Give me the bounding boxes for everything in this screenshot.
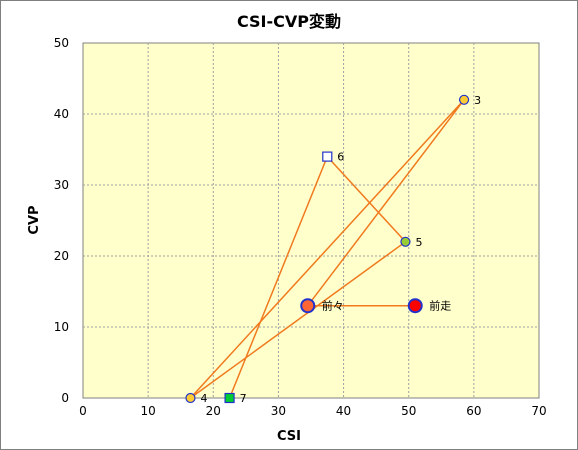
point-marker — [458, 94, 470, 105]
x-tick-label: 30 — [271, 404, 286, 418]
point-marker — [185, 392, 196, 404]
point-marker — [224, 392, 235, 404]
point-marker — [322, 151, 333, 162]
x-tick-label: 50 — [401, 404, 416, 418]
y-axis-title: CVP — [27, 205, 42, 234]
point-label: 前々 — [322, 299, 344, 313]
x-tick-label: 70 — [531, 404, 546, 418]
y-tick-label: 50 — [54, 36, 69, 50]
y-tick-label: 10 — [54, 320, 69, 334]
x-tick-label: 20 — [206, 404, 221, 418]
x-tick-label: 60 — [466, 404, 481, 418]
plot-area — [82, 42, 540, 399]
point-label: 6 — [337, 151, 344, 164]
x-tick-label: 40 — [336, 404, 351, 418]
point-label: 前走 — [429, 299, 451, 313]
point-label: 4 — [200, 392, 207, 405]
plot-background — [82, 42, 540, 399]
point-label: 3 — [474, 94, 481, 107]
point-marker — [407, 298, 423, 314]
axis-ticks: 0 10 20 30 40 50 60 70 0 10 20 30 40 50 — [54, 36, 547, 418]
y-tick-label: 40 — [54, 107, 69, 121]
point-label: 7 — [240, 392, 247, 405]
y-tick-label: 0 — [61, 391, 69, 405]
y-tick-label: 20 — [54, 249, 69, 263]
point-label: 5 — [415, 236, 422, 249]
point-marker — [300, 298, 316, 314]
x-axis-title: CSI — [277, 429, 301, 444]
point-marker — [400, 236, 411, 247]
chart-title: CSI-CVP変動 — [237, 12, 341, 31]
data-points: 前走 前々 3 4 5 6 7 — [185, 94, 481, 405]
x-tick-label: 0 — [79, 404, 87, 418]
y-tick-label: 30 — [54, 178, 69, 192]
x-tick-label: 10 — [141, 404, 156, 418]
